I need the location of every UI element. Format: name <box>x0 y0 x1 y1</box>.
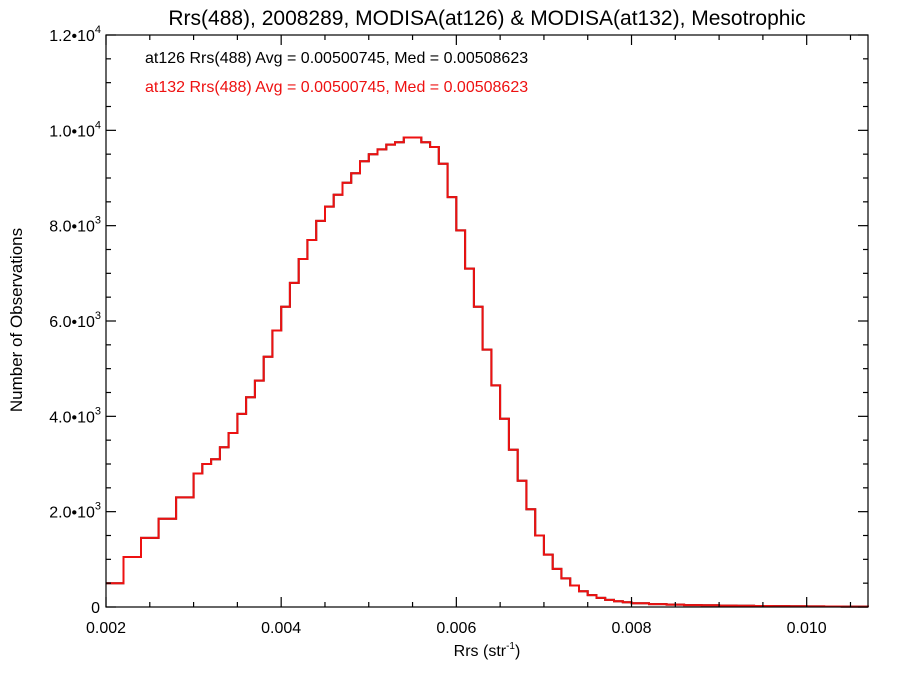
series-0-line <box>106 136 869 608</box>
x-tick-label: 0.004 <box>261 620 301 637</box>
x-axis-label-main: Rrs (str <box>454 643 507 660</box>
x-axis-label-exp: -1 <box>506 641 515 652</box>
y-tick-mantissa: 1.2•10 <box>49 28 95 45</box>
ticks-group: 0.002 0.004 0.006 0.008 0.01002.0•1034.0•103… <box>49 24 868 637</box>
series-group <box>106 136 869 608</box>
y-tick-exponent: 3 <box>95 405 101 417</box>
y-tick-mantissa: 4.0•10 <box>49 409 95 426</box>
y-tick-label: 8.0•103 <box>49 215 101 236</box>
y-tick-exponent: 4 <box>95 24 101 36</box>
annotation-at126: at126 Rrs(488) Avg = 0.00500745, Med = 0… <box>145 50 528 67</box>
y-tick-label: 0 <box>91 600 100 617</box>
y-tick-label: 1.0•104 <box>49 119 101 140</box>
y-tick-label: 2.0•103 <box>49 501 101 522</box>
y-tick-label: 6.0•103 <box>49 310 101 331</box>
x-tick-label: 0.010 <box>787 620 827 637</box>
chart-title: Rrs(488), 2008289, MODISA(at126) & MODIS… <box>168 7 805 30</box>
y-tick-exponent: 3 <box>95 310 101 322</box>
x-axis-label: Rrs (str-1) <box>454 641 521 660</box>
y-tick-exponent: 3 <box>95 501 101 513</box>
plot-frame <box>105 34 869 608</box>
y-tick-mantissa: 2.0•10 <box>49 505 95 522</box>
series-1-line <box>106 136 869 608</box>
y-tick-exponent: 3 <box>95 215 101 227</box>
y-tick-exponent: 4 <box>95 119 101 131</box>
y-tick-label: 1.2•104 <box>49 24 101 45</box>
y-tick-mantissa: 6.0•10 <box>49 314 95 331</box>
x-tick-label: 0.008 <box>611 620 651 637</box>
y-tick-label: 4.0•103 <box>49 405 101 426</box>
y-axis-label: Number of Observations <box>7 228 26 412</box>
x-tick-label: 0.002 <box>86 620 126 637</box>
y-tick-mantissa: 1.0•10 <box>49 123 95 140</box>
x-tick-label: 0.006 <box>436 620 476 637</box>
y-tick-mantissa: 8.0•10 <box>49 219 95 236</box>
x-axis-label-end: ) <box>515 643 520 660</box>
annotation-at132: at132 Rrs(488) Avg = 0.00500745, Med = 0… <box>145 79 528 96</box>
